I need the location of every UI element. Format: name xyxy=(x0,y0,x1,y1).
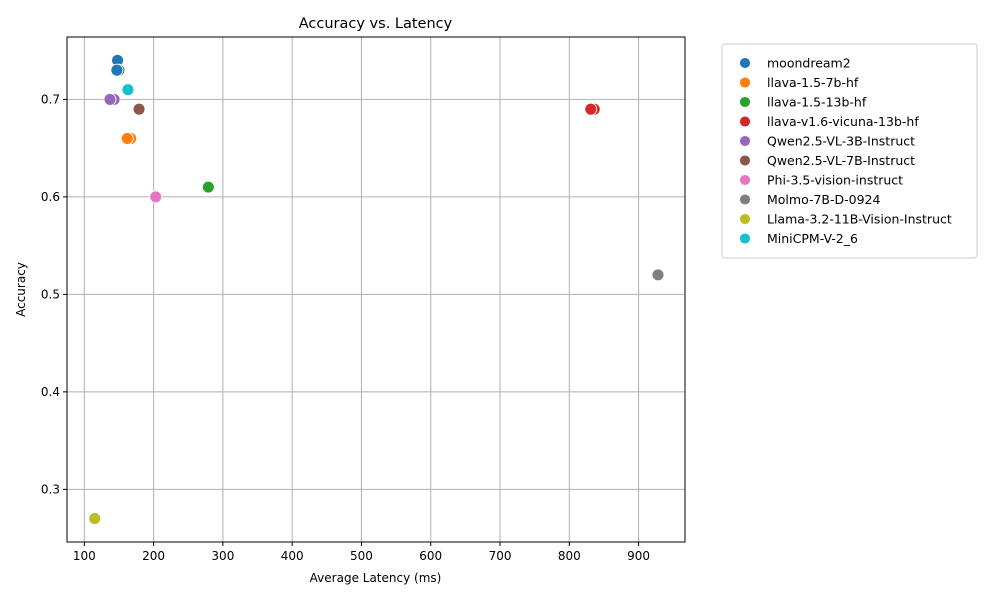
x-tick-label: 500 xyxy=(350,549,373,563)
legend-marker xyxy=(739,96,751,108)
legend-label: MiniCPM-V-2_6 xyxy=(767,231,858,246)
point-llava-1-5-13b-hf xyxy=(201,180,215,194)
x-tick-label: 600 xyxy=(419,549,442,563)
x-tick-label: 700 xyxy=(489,549,512,563)
point-llava-1-5-7b-hf xyxy=(120,131,134,145)
legend-marker xyxy=(739,135,751,147)
legend-label: Phi-3.5-vision-instruct xyxy=(767,173,903,188)
legend-marker xyxy=(739,154,751,167)
legend-marker xyxy=(739,174,751,186)
legend-marker xyxy=(739,115,751,128)
x-tick-label: 100 xyxy=(73,549,96,563)
legend-marker xyxy=(739,57,751,69)
point-moondream2 xyxy=(110,63,124,77)
point-qwen2-5-vl-3b-instruct xyxy=(103,92,117,106)
x-tick-label: 300 xyxy=(211,549,234,563)
legend-label: llava-1.5-7b-hf xyxy=(767,75,859,90)
legend-box xyxy=(721,43,978,259)
point-llava-v1-6-vicuna-13b-hf xyxy=(584,102,598,116)
legend-label: llava-1.5-13b-hf xyxy=(767,95,867,110)
point-minicpm-v-2-6 xyxy=(121,83,135,97)
legend-marker xyxy=(739,232,751,245)
point-phi-3-5-vision-instruct xyxy=(149,190,163,204)
point-qwen2-5-vl-7b-instruct xyxy=(132,102,146,116)
legend: moondream2 llava-1.5-7b-hf llava-1.5-13b-h… xyxy=(721,43,978,259)
x-tick-label: 200 xyxy=(142,549,165,563)
legend-label: Molmo-7B-D-0924 xyxy=(767,192,881,207)
legend-label: Llama-3.2-11B-Vision-Instruct xyxy=(767,212,952,227)
legend-label: Qwen2.5-VL-3B-Instruct xyxy=(767,134,915,149)
point-llama-3-2-11b-vision-instruct xyxy=(88,512,102,526)
x-tick-label: 800 xyxy=(558,549,581,563)
chart-title: Accuracy vs. Latency xyxy=(299,16,453,32)
y-tick-label: 0.7 xyxy=(41,92,60,106)
legend-marker xyxy=(739,193,751,206)
point-molmo-7b-d-0924 xyxy=(651,268,665,282)
y-tick-label: 0.6 xyxy=(41,190,60,204)
legend-label: moondream2 xyxy=(767,56,851,71)
plot-frame xyxy=(66,36,686,543)
legend-label: Qwen2.5-VL-7B-Instruct xyxy=(767,153,915,168)
legend-marker xyxy=(739,76,751,89)
legend-label: llava-v1.6-vicuna-13b-hf xyxy=(767,114,919,129)
y-tick-label: 0.4 xyxy=(41,385,60,399)
x-tick-label: 400 xyxy=(281,549,304,563)
x-tick-label: 900 xyxy=(627,549,650,563)
data-points xyxy=(88,53,665,526)
legend-marker xyxy=(739,213,751,225)
y-tick-label: 0.5 xyxy=(41,287,60,301)
grid-lines xyxy=(67,37,685,542)
y-tick-label: 0.3 xyxy=(41,482,60,496)
axis-ticks: 100 200 300 400 500 600 700 800 900 0.3 0.4 0.5 0.6 0… xyxy=(41,92,650,563)
x-axis-label: Average Latency (ms) xyxy=(310,571,442,585)
y-axis-label: Accuracy xyxy=(14,262,28,317)
